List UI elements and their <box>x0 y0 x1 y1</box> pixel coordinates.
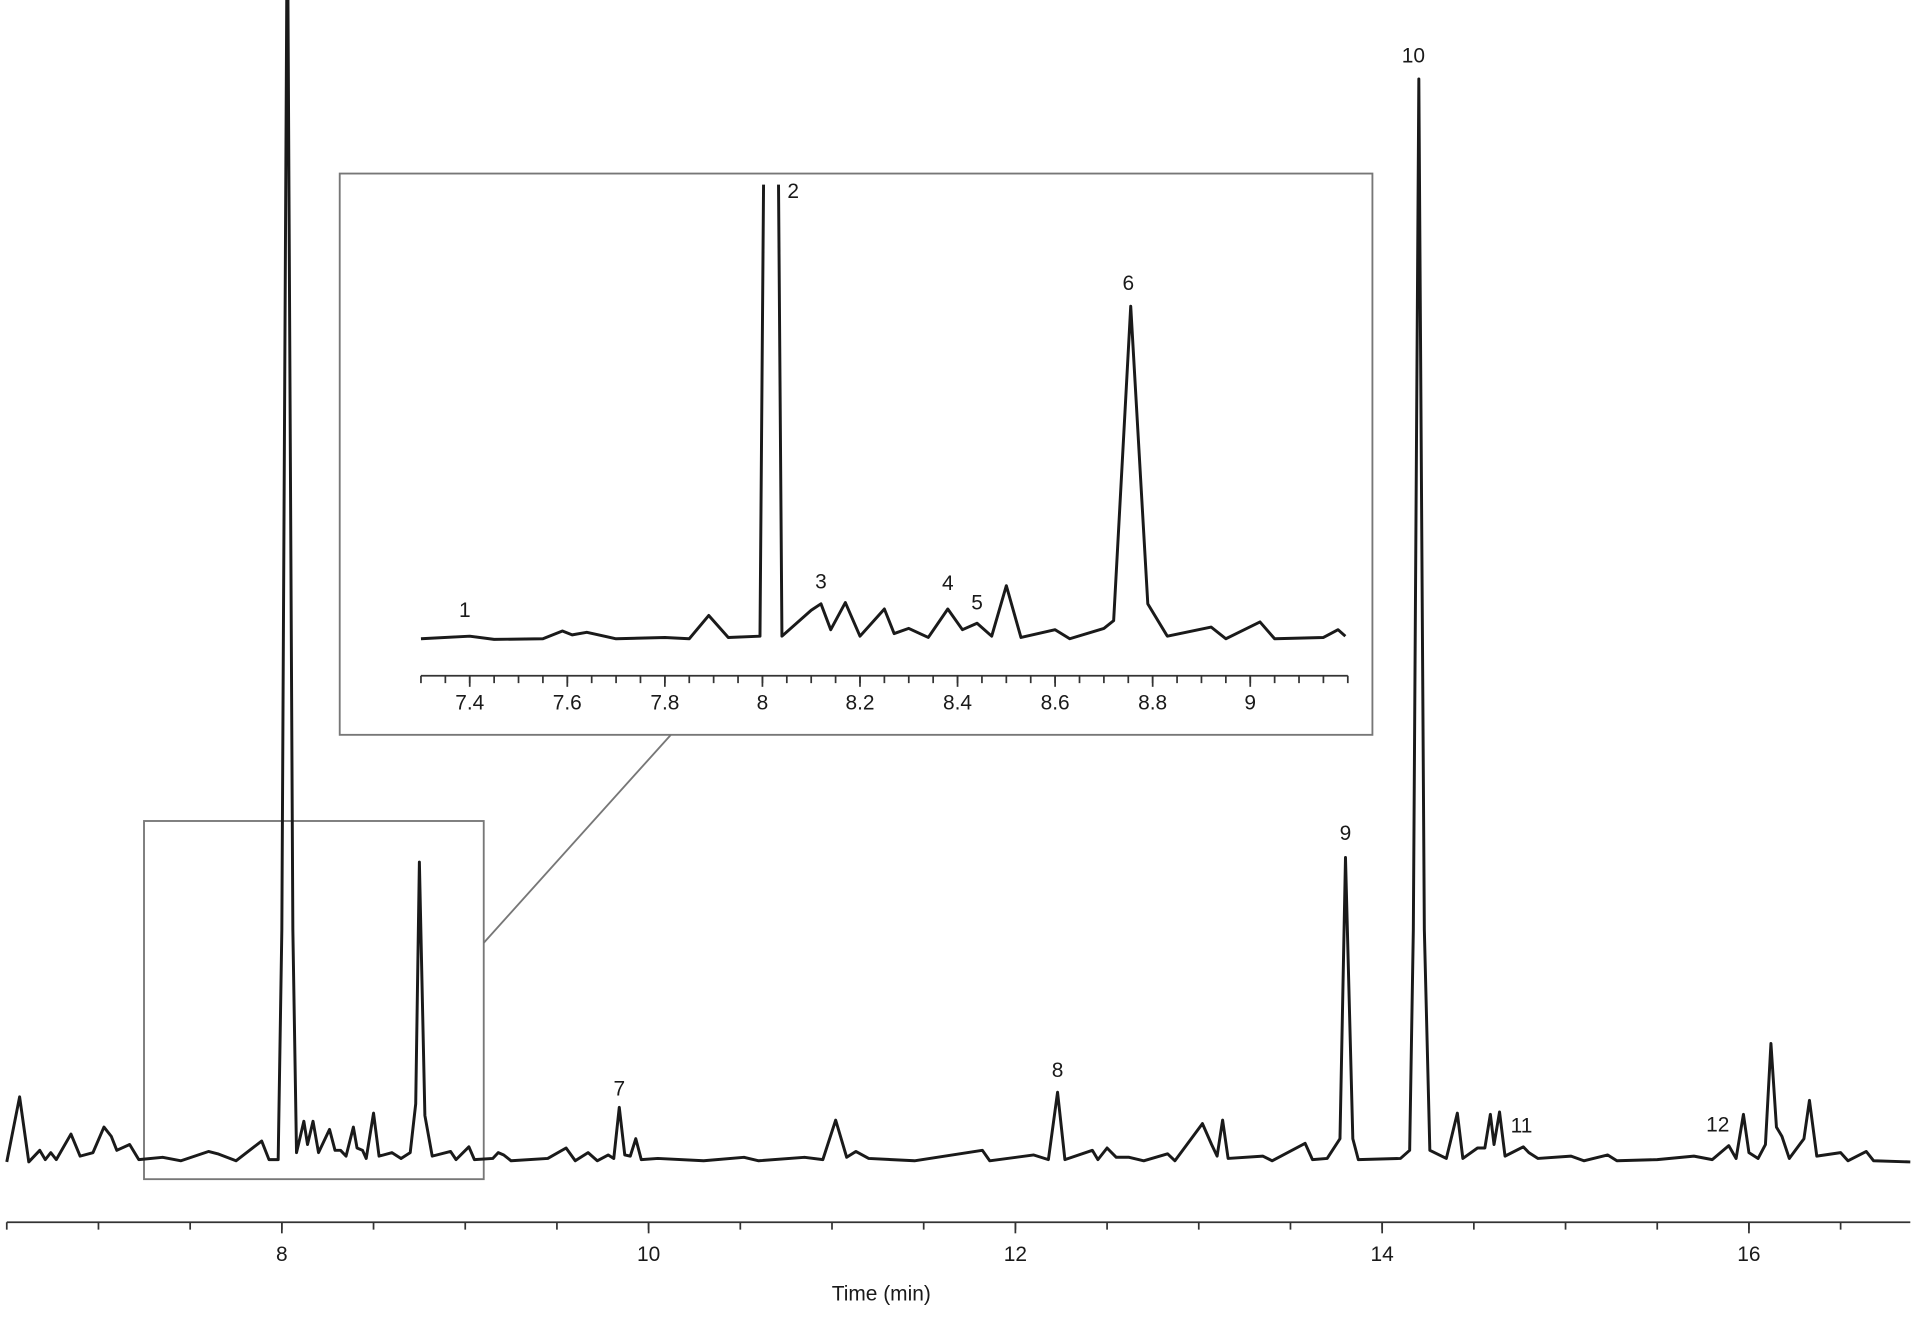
x-tick-label: 8.4 <box>943 692 972 715</box>
x-tick-label: 7.4 <box>455 692 484 715</box>
peak-label: 4 <box>942 572 954 595</box>
peak-label: 1 <box>459 599 471 622</box>
x-tick-label: 10 <box>637 1243 660 1266</box>
zoom-box <box>143 820 485 1181</box>
peak-label: 5 <box>971 591 983 614</box>
x-tick-label: 8 <box>757 692 769 715</box>
x-tick-label: 8.6 <box>1041 692 1070 715</box>
zoom-connector <box>483 734 672 944</box>
peak-label: 7 <box>613 1077 625 1100</box>
peak-label: 2 <box>787 180 799 203</box>
x-tick-label: 14 <box>1371 1243 1395 1266</box>
peak-label: 3 <box>815 571 827 594</box>
trace <box>420 184 1347 641</box>
x-tick-label: 7.8 <box>650 692 679 715</box>
peak-label: 12 <box>1706 1113 1729 1136</box>
peak-label: 8 <box>1052 1059 1064 1082</box>
trace <box>5 0 1911 1164</box>
x-tick-label: 7.6 <box>553 692 582 715</box>
x-tick-label: 8 <box>276 1243 288 1266</box>
inset-frame <box>338 172 1374 736</box>
x-tick-label: 12 <box>1004 1243 1027 1266</box>
peak-label: 9 <box>1340 822 1352 845</box>
x-tick-label: 9 <box>1244 692 1256 715</box>
peak-label: 11 <box>1511 1115 1533 1138</box>
x-tick-label: 16 <box>1737 1243 1760 1266</box>
peak-label: 6 <box>1122 272 1134 295</box>
x-tick-label: 8.8 <box>1138 692 1167 715</box>
x-tick-label: 8.2 <box>845 692 874 715</box>
x-axis-label: Time (min) <box>832 1282 931 1305</box>
peak-label: 10 <box>1402 44 1425 67</box>
